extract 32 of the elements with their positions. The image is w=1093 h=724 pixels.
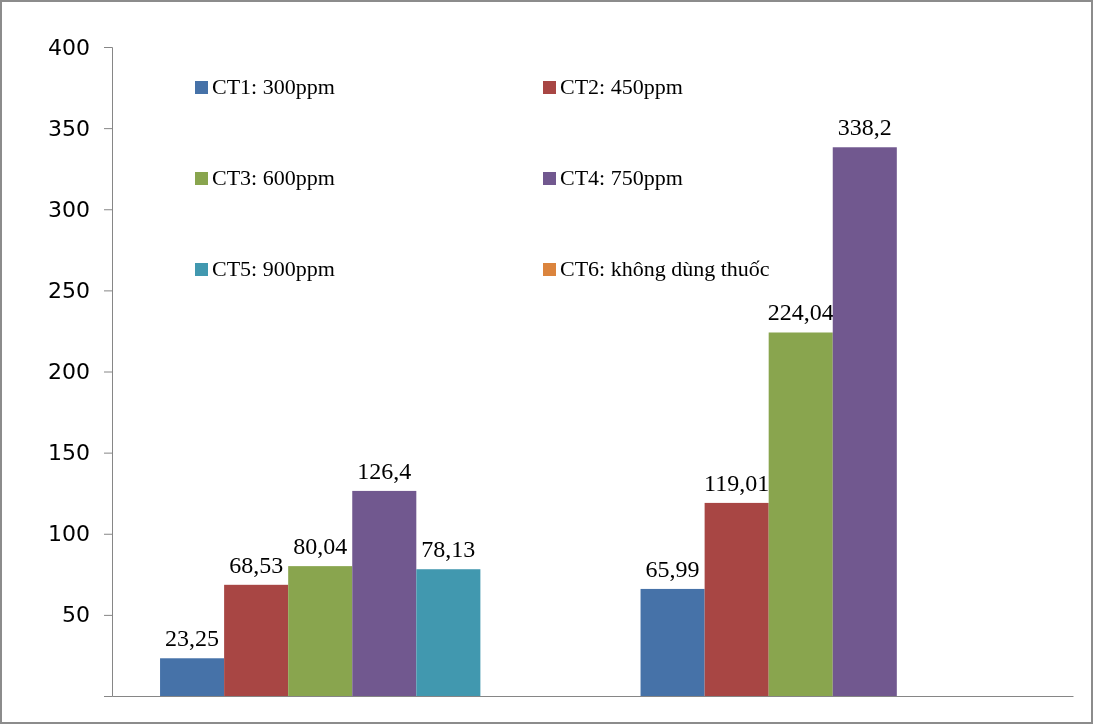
y-tick-label: 350 <box>48 115 90 141</box>
legend-label: CT1: 300ppm <box>212 74 335 99</box>
data-label: 23,25 <box>165 625 220 652</box>
legend-label: CT2: 450ppm <box>560 74 683 99</box>
y-tick-label: 300 <box>48 196 90 222</box>
legend-label: CT5: 900ppm <box>212 256 335 281</box>
legend-label: CT4: 750ppm <box>560 165 683 190</box>
bar <box>832 147 897 696</box>
legend-label: CT6: không dùng thuốc <box>560 256 770 281</box>
bar <box>704 502 769 696</box>
data-label: 80,04 <box>293 533 348 560</box>
data-label: 126,4 <box>357 457 412 484</box>
y-tick-label: 50 <box>62 602 90 628</box>
legend-label: CT3: 600ppm <box>212 165 335 190</box>
y-tick-label: 400 <box>48 34 90 60</box>
y-tick-label: 150 <box>48 440 90 466</box>
bar <box>288 566 353 696</box>
data-label: 68,53 <box>229 551 284 578</box>
bar <box>352 490 417 696</box>
data-label: 78,13 <box>421 536 476 563</box>
data-label: 65,99 <box>645 555 700 582</box>
y-tick-label: 100 <box>48 521 90 547</box>
y-tick-label: 200 <box>48 359 90 385</box>
data-label: 119,01 <box>704 469 770 496</box>
bar <box>224 584 289 696</box>
y-tick-label: 250 <box>48 277 90 303</box>
bar <box>768 332 833 696</box>
bar <box>160 658 225 696</box>
bar <box>416 569 481 696</box>
bar <box>640 588 705 696</box>
data-label: 224,04 <box>767 299 834 326</box>
data-label: 338,2 <box>837 114 892 141</box>
